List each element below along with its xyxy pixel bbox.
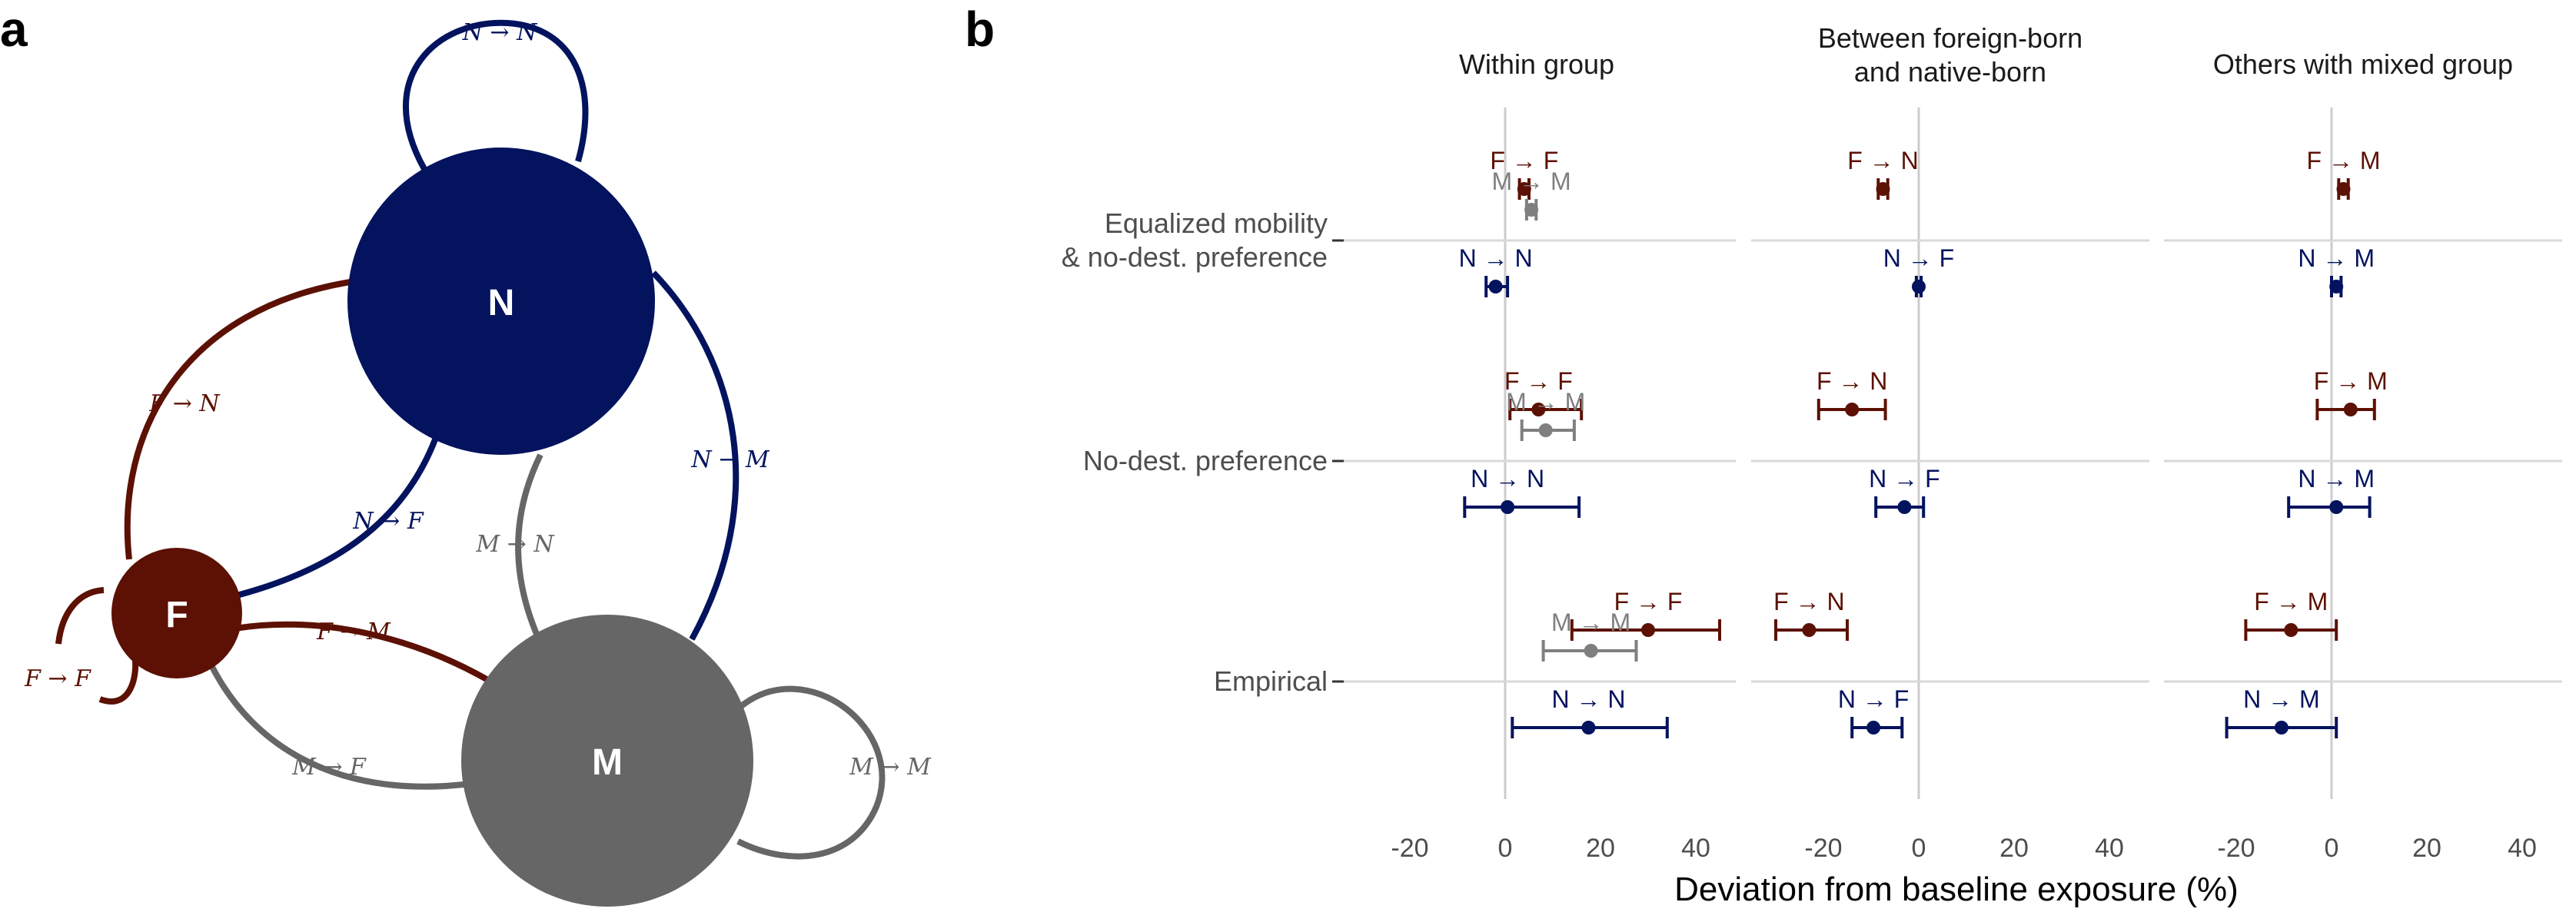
data-point — [1538, 423, 1553, 437]
edge-label-m-to-m: M → M — [849, 754, 932, 781]
x-axis-title: Deviation from baseline exposure (%) — [1674, 871, 2239, 908]
x-tick-label: 20 — [1586, 834, 1615, 863]
edge-f-to-n — [124, 278, 356, 560]
point-label: F → M — [2254, 588, 2328, 615]
data-point — [1531, 403, 1546, 416]
edge-n-to-n — [403, 19, 589, 171]
data-point — [1641, 623, 1655, 637]
point-label: N → F — [1869, 465, 1939, 493]
edge-n-to-f — [235, 438, 438, 599]
data-point — [1581, 721, 1596, 735]
edge-label-m-to-f: M → F — [291, 754, 367, 781]
edge-m-to-f — [206, 659, 471, 790]
data-point — [1584, 644, 1598, 658]
edge-label-m-to-n: M → N — [475, 531, 555, 558]
node-n — [347, 148, 655, 455]
point-label: F → F — [1504, 367, 1573, 395]
x-tick-label: 0 — [2325, 834, 2339, 863]
x-tick-label: 40 — [1681, 834, 1710, 863]
node-n-label: N — [488, 283, 515, 323]
edge-label-n-to-n: N → N — [462, 19, 538, 46]
edge-f-to-m — [234, 621, 494, 685]
data-point — [1501, 500, 1515, 514]
point-label: N → N — [1459, 244, 1533, 272]
data-point — [2329, 500, 2344, 514]
x-tick-label: -20 — [2217, 834, 2255, 863]
node-f-label: F — [165, 595, 188, 635]
point-label: F → F — [1490, 147, 1558, 174]
x-tick-label: 0 — [1912, 834, 1926, 863]
node-m — [461, 615, 753, 907]
point-label: F → F — [1614, 588, 1683, 615]
chart-plot-area: Within group Between foreign-born and nati… — [1062, 22, 2562, 863]
edge-n-to-m — [651, 270, 740, 641]
point-label: F → M — [2307, 147, 2381, 174]
x-tick-label: 0 — [1498, 834, 1513, 863]
data-point — [1517, 182, 1531, 196]
data-point — [1897, 500, 1912, 514]
point-label: N → F — [1883, 244, 1954, 272]
x-tick-label: -20 — [1804, 834, 1842, 863]
edge-m-to-m — [736, 685, 886, 860]
row-label: Empirical — [1214, 665, 1328, 697]
edge-label-f-to-f: F → F — [24, 665, 91, 692]
point-label: N → N — [1552, 685, 1626, 713]
x-tick-label: -20 — [1391, 834, 1428, 863]
point-label: F → N — [1847, 147, 1918, 174]
data-point — [1876, 182, 1890, 196]
data-point — [2336, 182, 2351, 196]
panel-a-network: a N F M N → N F → N N → F N → M M → N F … — [0, 2, 932, 907]
data-point — [1802, 623, 1816, 637]
data-point — [1912, 280, 1926, 294]
point-label: N → M — [2243, 685, 2320, 713]
panel-b-chart: b Within group Between foreign-born and na… — [965, 2, 2562, 908]
data-point — [2343, 403, 2358, 416]
data-point — [1845, 403, 1860, 416]
node-f — [111, 548, 242, 678]
point-label: F → N — [1816, 367, 1887, 395]
row-label: No-dest. preference — [1083, 445, 1328, 476]
edge-label-n-to-f: N → F — [352, 508, 424, 535]
data-point — [1524, 203, 1539, 217]
data-point — [1866, 721, 1881, 735]
x-tick-label: 40 — [2508, 834, 2537, 863]
point-label: N → M — [2298, 465, 2375, 493]
point-label: N → N — [1471, 465, 1544, 493]
point-label: M → M — [1492, 167, 1571, 195]
point-label: N → F — [1838, 685, 1909, 713]
edge-label-n-to-m: N → M — [690, 446, 769, 473]
edge-label-f-to-m: F → M — [316, 619, 391, 645]
point-label: F → N — [1773, 588, 1844, 615]
edge-label-f-to-n: F → N — [148, 390, 221, 417]
edge-m-to-n — [515, 453, 543, 639]
data-point — [2284, 623, 2298, 637]
x-tick-label: 20 — [2412, 834, 2441, 863]
row-label: Equalized mobility & no-dest. preference — [1062, 207, 1328, 273]
panel-b-letter: b — [965, 2, 995, 57]
point-label: N → M — [2298, 244, 2375, 272]
point-label: M → M — [1551, 609, 1630, 636]
facet-title: Between foreign-born and native-born — [1818, 22, 2082, 88]
facet-title: Within group — [1459, 48, 1614, 80]
x-tick-label: 40 — [2095, 834, 2124, 863]
point-label: F → M — [2314, 367, 2388, 395]
node-m-label: M — [592, 742, 623, 783]
panel-a-letter: a — [0, 2, 28, 57]
data-point — [1488, 280, 1503, 294]
data-point — [2329, 280, 2344, 294]
facet-title: Others with mixed group — [2213, 48, 2513, 80]
data-point — [2274, 721, 2288, 735]
x-tick-label: 20 — [1999, 834, 2029, 863]
point-label: M → M — [1506, 388, 1585, 416]
